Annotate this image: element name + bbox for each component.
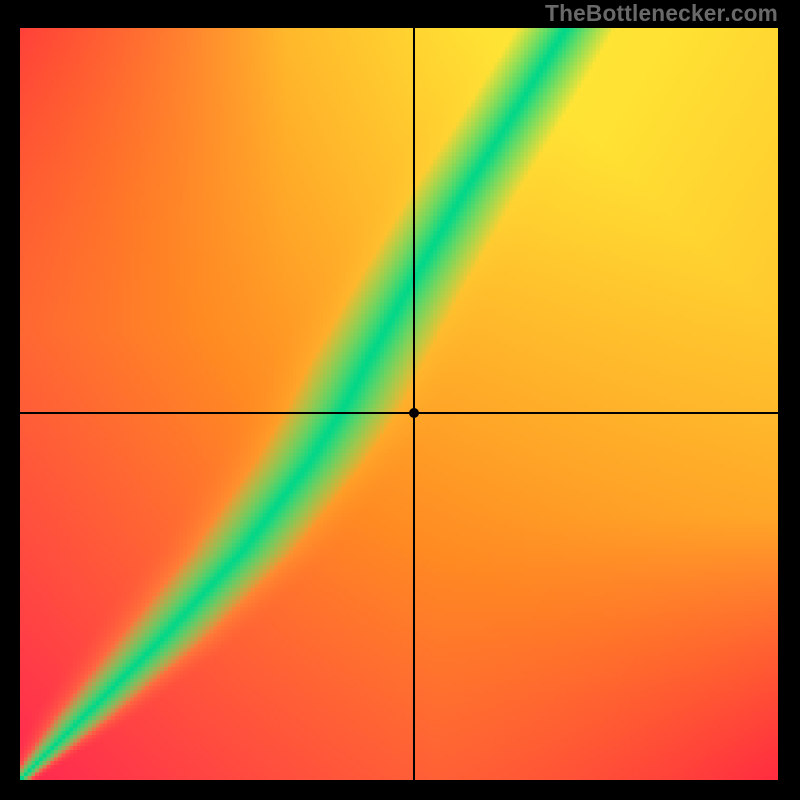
- watermark-text: TheBottlenecker.com: [545, 0, 778, 26]
- heatmap-canvas: [20, 28, 778, 780]
- chart-stage: TheBottlenecker.com: [0, 0, 800, 800]
- crosshair-vertical: [413, 28, 415, 780]
- watermark-wrap: TheBottlenecker.com: [545, 0, 778, 27]
- crosshair-horizontal: [20, 412, 778, 414]
